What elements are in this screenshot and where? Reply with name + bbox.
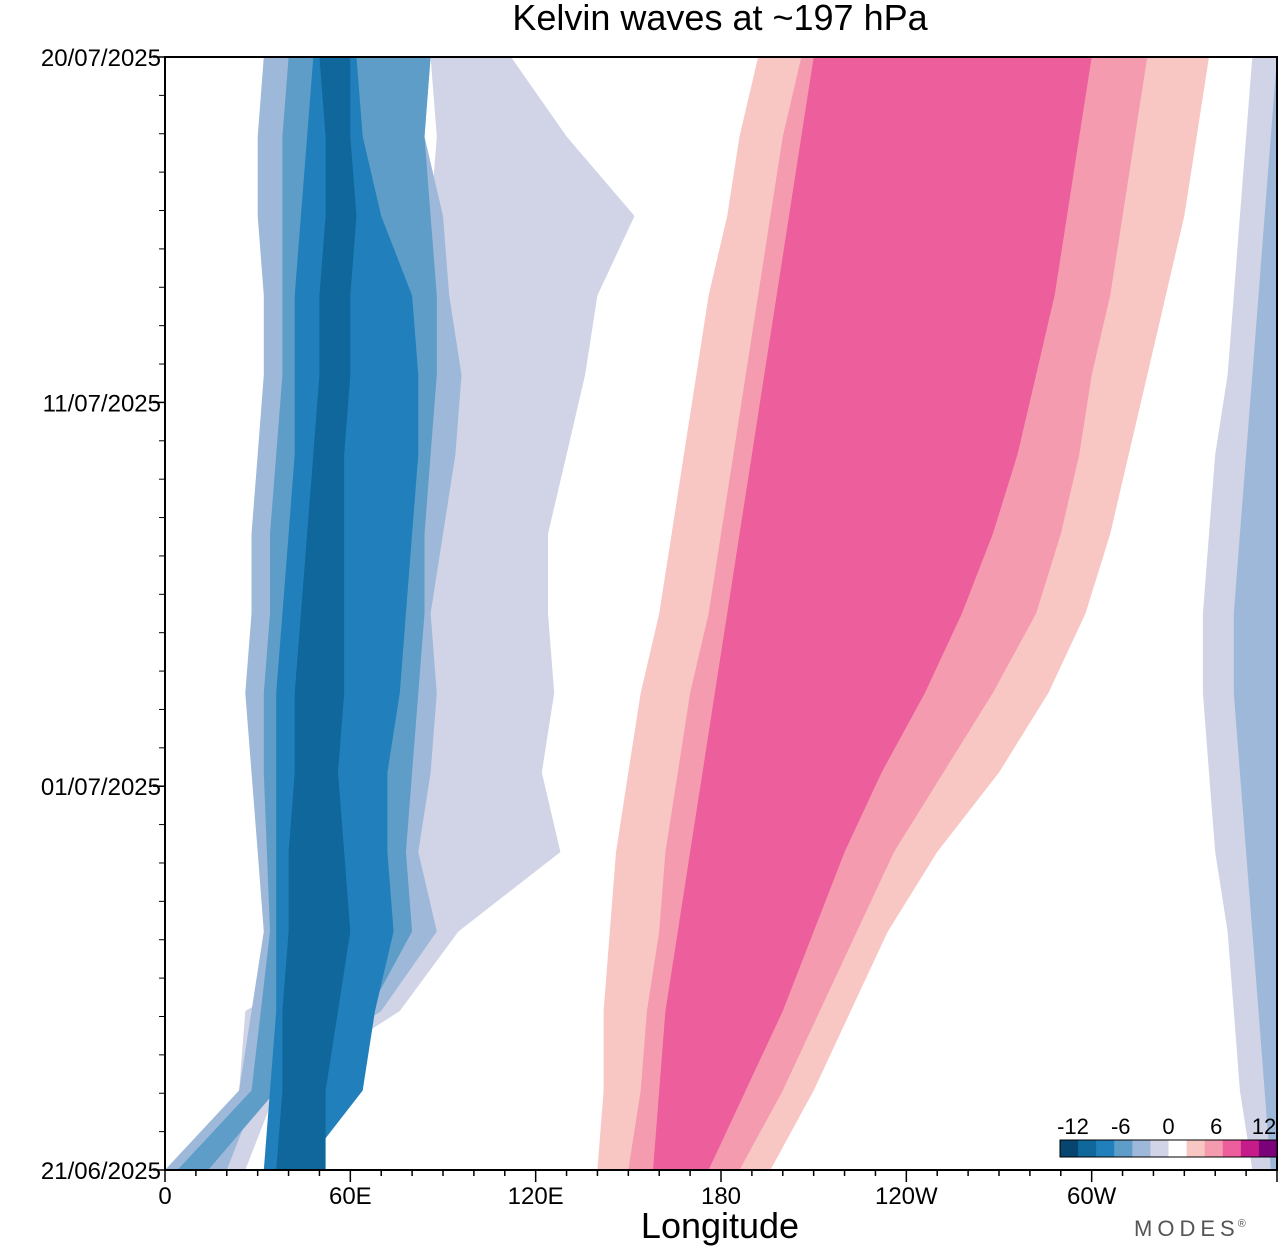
x-tick-label: 60E (329, 1183, 372, 1210)
colorbar-swatch (1132, 1140, 1151, 1157)
colorbar-swatch (1114, 1140, 1133, 1157)
colorbar-swatch (1150, 1140, 1169, 1157)
colorbar-tick-label: 12 (1252, 1114, 1276, 1139)
colorbar: -12 -6 0 6 12 (1057, 1114, 1278, 1158)
x-axis-label: Longitude (641, 1205, 799, 1246)
colorbar-swatch (1168, 1140, 1188, 1157)
x-tick-label: 180 (701, 1183, 741, 1210)
x-axis: 0 60E 120E 180 120W 60W (158, 1170, 1278, 1210)
colorbar-swatch (1096, 1140, 1115, 1157)
brand-mark: ® (1238, 1218, 1251, 1230)
brand-name: MODES (1134, 1216, 1240, 1241)
anomaly-field (165, 57, 1277, 1170)
colorbar-tick-label: -6 (1111, 1114, 1131, 1139)
x-tick-label: 120W (875, 1183, 938, 1210)
brand-logo: MODES® (1134, 1216, 1251, 1241)
anomaly-band-level-8 (653, 57, 1092, 1170)
y-tick-label: 21/06/2025 (41, 1158, 161, 1185)
chart-title: Kelvin waves at ~197 hPa (512, 0, 928, 38)
colorbar-swatch (1078, 1140, 1097, 1157)
x-tick-label: 0 (158, 1183, 171, 1210)
colorbar-swatch (1204, 1140, 1224, 1157)
x-tick-label: 120E (508, 1183, 564, 1210)
colorbar-swatch (1186, 1140, 1206, 1157)
y-tick-label: 20/07/2025 (41, 45, 161, 72)
colorbar-swatch (1222, 1140, 1242, 1157)
colorbar-swatch (1240, 1140, 1260, 1157)
y-tick-label: 01/07/2025 (41, 774, 161, 801)
colorbar-tick-label: -12 (1057, 1114, 1089, 1139)
east-edge-band-level-neg4 (1233, 57, 1277, 1170)
colorbar-frame (1059, 1139, 1278, 1158)
colorbar-tick-label: 0 (1162, 1114, 1174, 1139)
colorbar-tick-label: 6 (1210, 1114, 1222, 1139)
anomaly-band-level-neg10 (276, 57, 357, 1170)
colorbar-swatch (1060, 1140, 1079, 1157)
y-axis: 21/06/2025 01/07/2025 11/07/2025 20/07/2025 (41, 45, 165, 1185)
y-tick-label: 11/07/2025 (43, 390, 161, 417)
x-tick-label: 60W (1067, 1183, 1117, 1210)
colorbar-swatch (1258, 1140, 1278, 1157)
